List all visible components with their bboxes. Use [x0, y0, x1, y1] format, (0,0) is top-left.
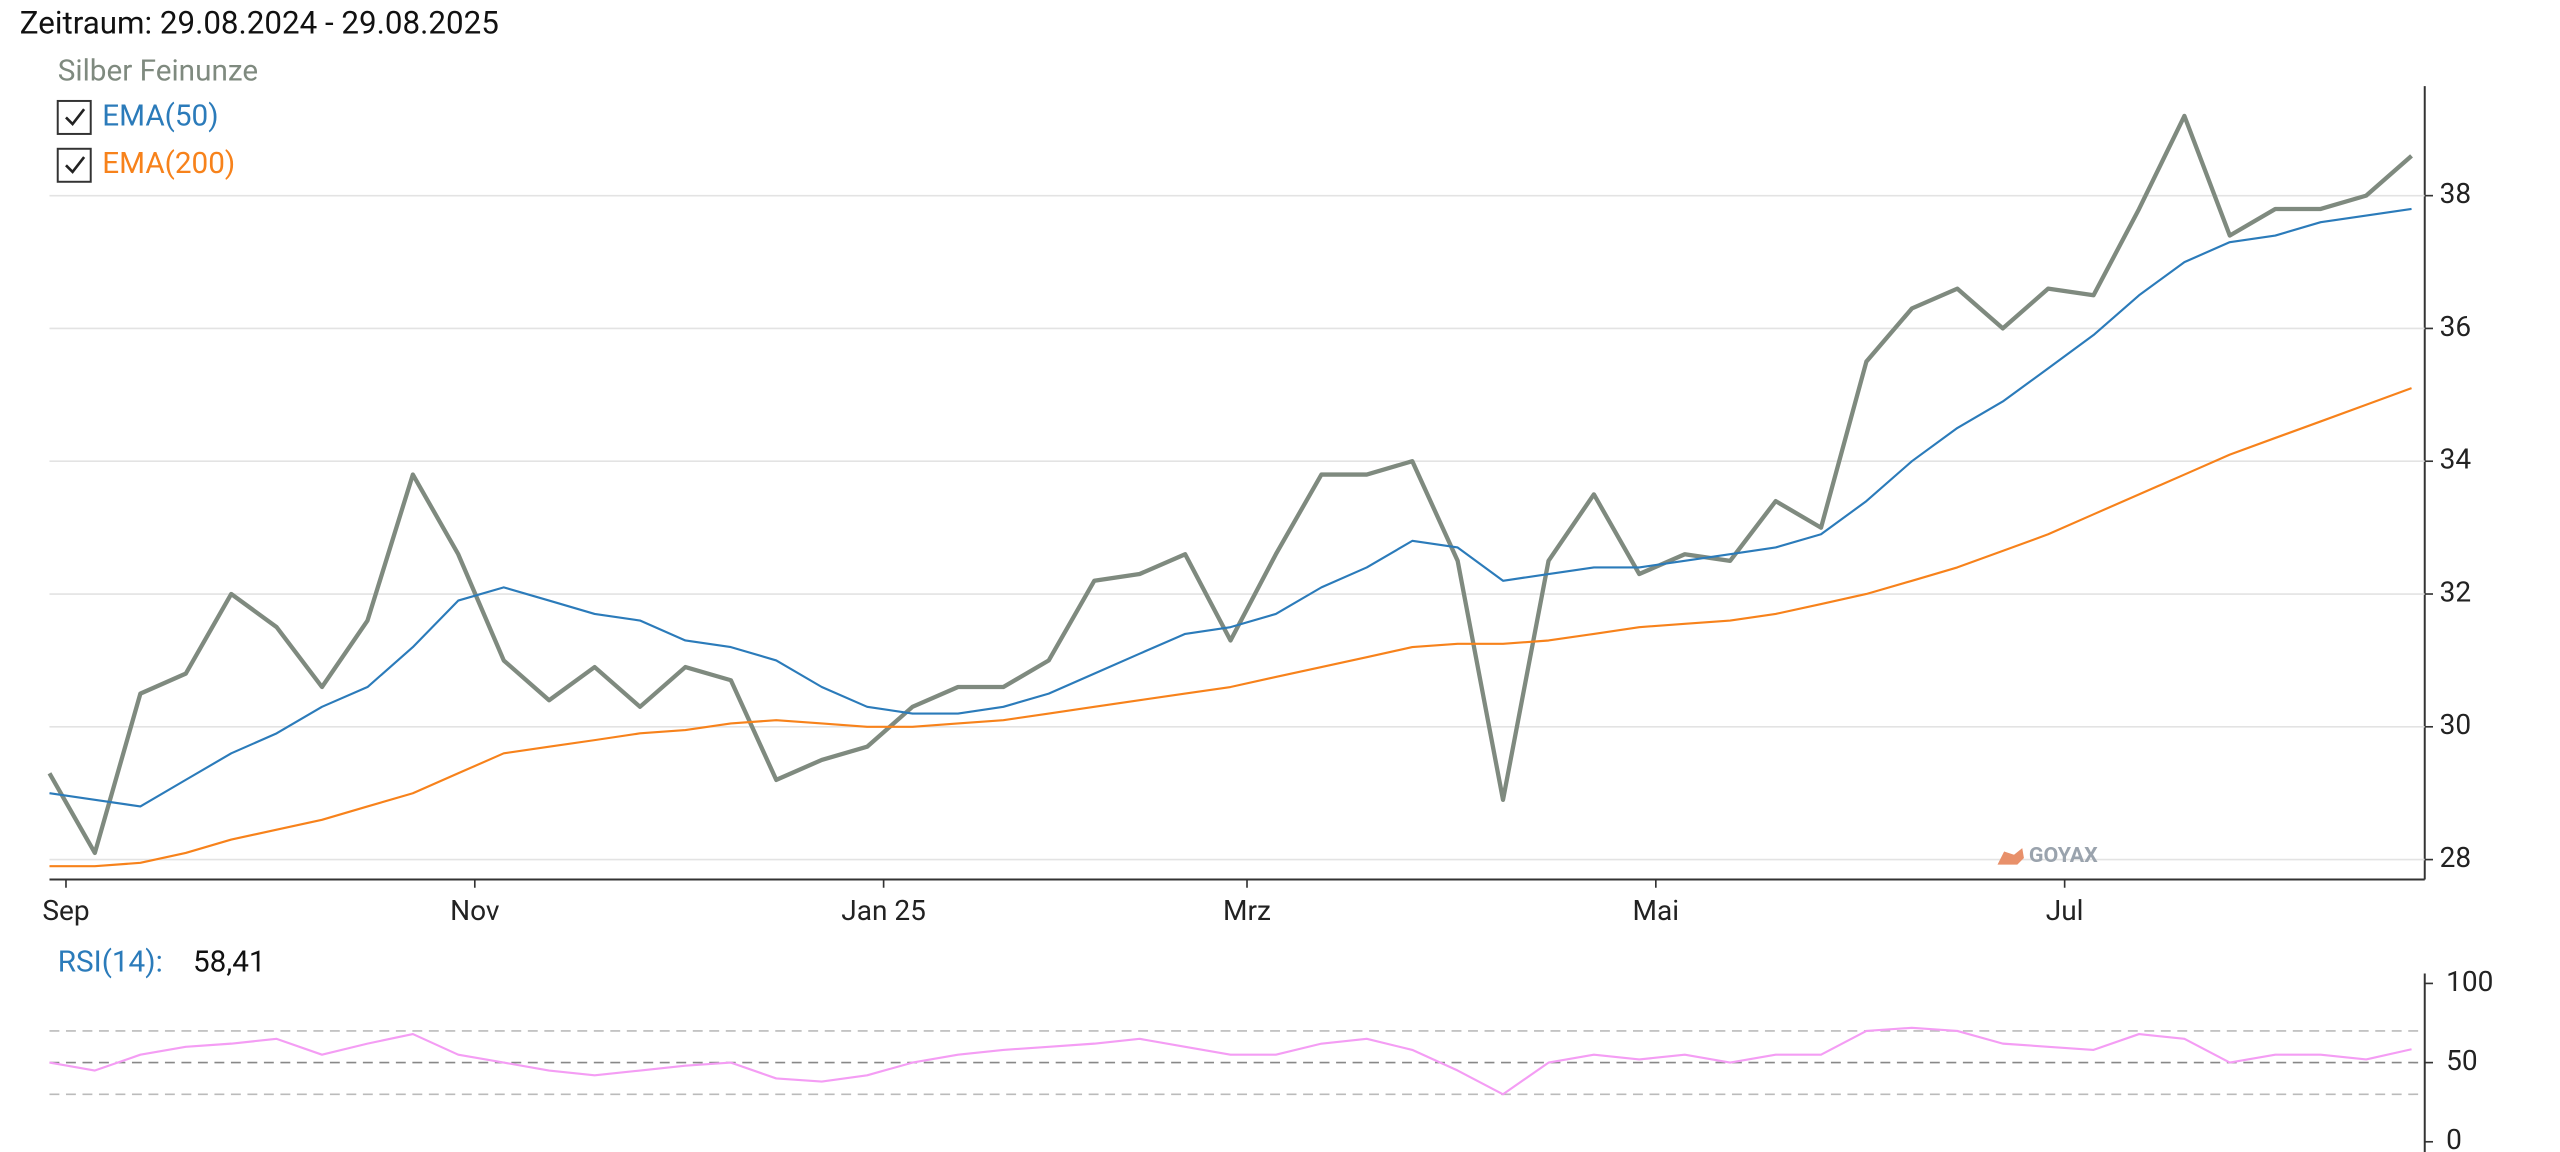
y-tick-label: 50: [2446, 1044, 2478, 1077]
y-tick-label: 32: [2440, 575, 2472, 608]
checkmark: [65, 108, 86, 127]
y-tick-label: 34: [2440, 443, 2472, 476]
x-tick-label: Nov: [450, 894, 500, 927]
watermark: GOYAX: [2029, 843, 2098, 868]
legend-label[interactable]: EMA(200): [102, 146, 235, 181]
y-tick-label: 100: [2446, 965, 2493, 998]
x-tick-label: Mrz: [1223, 894, 1271, 927]
y-tick-label: 28: [2440, 841, 2472, 874]
y-tick-label: 0: [2446, 1123, 2462, 1152]
legend-label[interactable]: EMA(50): [102, 98, 218, 133]
series-line: [47, 113, 2413, 856]
y-tick-label: 36: [2440, 310, 2472, 343]
rsi-label: RSI(14):: [58, 944, 163, 979]
rsi-value: 58,41: [193, 944, 266, 979]
legend-item[interactable]: EMA(200): [56, 146, 236, 183]
checkbox[interactable]: [56, 99, 92, 135]
chart-title: Zeitraum: 29.08.2024 - 29.08.2025: [20, 4, 499, 41]
series-line: [49, 387, 2412, 868]
legend-item[interactable]: EMA(50): [56, 98, 219, 135]
x-tick-label: Jul: [2046, 894, 2084, 927]
checkbox[interactable]: [56, 147, 92, 183]
watermark-icon: [1997, 848, 2024, 865]
x-tick-label: Jan 25: [841, 894, 926, 927]
series-line: [49, 207, 2412, 808]
x-tick-label: Mai: [1633, 894, 1680, 927]
checkmark: [65, 156, 86, 174]
y-tick-label: 30: [2440, 708, 2472, 741]
series-line: [49, 1026, 2412, 1096]
x-tick-label: Sep: [42, 894, 89, 927]
y-tick-label: 38: [2440, 177, 2472, 210]
legend-heading: Silber Feinunze: [58, 54, 258, 89]
